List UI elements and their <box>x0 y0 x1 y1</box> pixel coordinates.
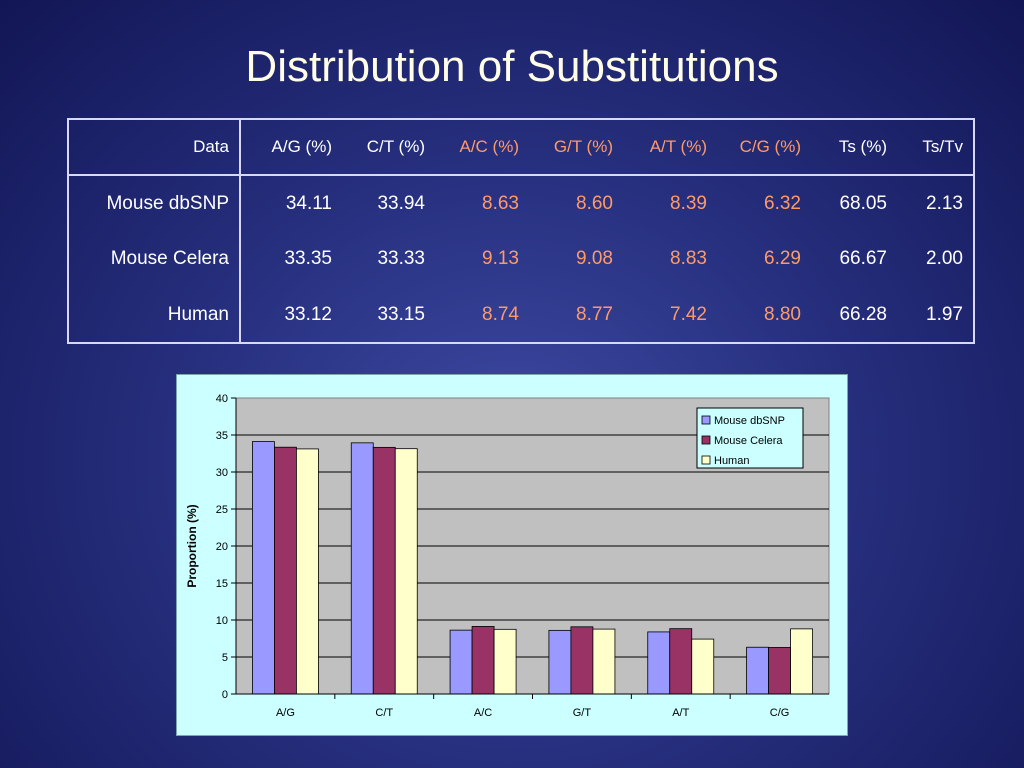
bar-mouse-dbsnp <box>548 629 572 695</box>
bar-mouse-celera <box>372 446 396 695</box>
legend-label: Human <box>714 455 749 467</box>
bar-mouse-celera <box>570 626 594 695</box>
table-cell: 7.42 <box>670 303 707 325</box>
row-label: Human <box>68 287 241 343</box>
bar-human <box>394 448 418 695</box>
x-tick-label: A/C <box>474 707 492 719</box>
y-tick-label: 25 <box>216 504 228 516</box>
table-cell: 66.67 <box>839 248 887 269</box>
legend-swatch <box>701 455 711 465</box>
bar-mouse-dbsnp <box>449 629 473 695</box>
bar-human <box>790 628 813 695</box>
legend-swatch <box>701 415 711 425</box>
bar-mouse-celera <box>768 647 791 695</box>
bar-mouse-dbsnp <box>647 631 671 695</box>
bar-human <box>296 448 319 695</box>
table-row: Mouse Celera 33.35 33.33 9.13 9.08 8.83 … <box>68 231 974 287</box>
header-gt: G/T (%) <box>529 119 623 176</box>
table-cell: 8.60 <box>576 192 613 214</box>
bar-human <box>493 628 517 695</box>
table-cell: 33.35 <box>284 248 332 269</box>
x-tick-label: A/T <box>672 707 689 719</box>
header-ct: C/T (%) <box>342 119 435 176</box>
table-cell: 33.12 <box>284 303 332 325</box>
legend-swatch <box>701 435 711 445</box>
row-label: Mouse Celera <box>68 231 241 287</box>
x-tick-label: A/G <box>276 707 295 719</box>
bars <box>252 441 813 695</box>
legend-label: Mouse dbSNP <box>714 415 785 427</box>
substitution-table: Data A/G (%) C/T (%) A/C (%) G/T (%) A/T… <box>67 118 975 344</box>
y-tick-label: 0 <box>222 689 228 701</box>
table-cell: 33.33 <box>377 248 425 269</box>
table-cell: 33.15 <box>377 303 425 325</box>
header-data: Data <box>68 119 241 176</box>
x-tick-label: G/T <box>573 707 592 719</box>
table-cell: 8.83 <box>670 248 707 269</box>
row-label: Mouse dbSNP <box>68 175 241 231</box>
table-cell: 8.63 <box>482 192 519 214</box>
header-ac: A/C (%) <box>435 119 529 176</box>
table-cell: 34.11 <box>285 192 332 214</box>
bar-mouse-celera <box>274 446 297 695</box>
chart-legend: Mouse dbSNP Mouse Celera Human <box>696 407 804 469</box>
y-tick-label: 35 <box>216 430 228 442</box>
table-row: Mouse dbSNP 34.11 33.94 8.63 8.60 8.39 6… <box>68 175 974 231</box>
bar-human <box>592 628 616 695</box>
table-row: Human 33.12 33.15 8.74 8.77 7.42 8.80 66… <box>68 287 974 343</box>
bar-mouse-dbsnp <box>746 646 769 695</box>
table-cell: 8.80 <box>764 303 801 325</box>
header-at: A/T (%) <box>623 119 717 176</box>
y-tick-label: 10 <box>216 615 228 627</box>
bar-mouse-dbsnp <box>252 441 275 695</box>
table-cell: 2.00 <box>926 248 963 269</box>
header-ag: A/G (%) <box>240 119 342 176</box>
y-tick-label: 30 <box>216 467 228 479</box>
bar-human <box>691 638 715 695</box>
table-cell: 9.08 <box>576 248 613 269</box>
bar-chart-panel: 0 5 10 15 20 25 30 35 40 A/G C/T A/C G/T A/T C/G Propo… <box>176 374 848 736</box>
legend-label: Mouse Celera <box>714 435 783 447</box>
table-header-row: Data A/G (%) C/T (%) A/C (%) G/T (%) A/T… <box>68 119 974 176</box>
x-tick-label: C/T <box>375 707 393 719</box>
table-cell: 68.05 <box>839 192 887 214</box>
header-ts: Ts (%) <box>811 119 897 176</box>
axes: 0 5 10 15 20 25 30 35 40 A/G C/T A/C G/T A/T C/G <box>216 393 829 719</box>
table-cell: 8.74 <box>482 303 519 325</box>
y-tick-label: 20 <box>216 541 228 553</box>
y-tick-label: 40 <box>216 393 228 405</box>
bar-mouse-celera <box>471 626 495 695</box>
table-cell: 6.29 <box>764 248 801 269</box>
slide-title: Distribution of Substitutions <box>245 42 779 91</box>
table-cell: 2.13 <box>926 192 963 214</box>
table-cell: 8.39 <box>670 192 707 214</box>
bar-mouse-dbsnp <box>350 442 374 695</box>
table-cell: 33.94 <box>377 192 425 214</box>
header-cg: C/G (%) <box>717 119 811 176</box>
table-cell: 66.28 <box>839 303 887 325</box>
table-cell: 1.97 <box>926 303 963 325</box>
y-axis-label: Proportion (%) <box>185 504 199 587</box>
x-tick-label: C/G <box>770 707 790 719</box>
table-cell: 6.32 <box>764 192 801 214</box>
legend-box <box>696 407 804 469</box>
header-tstv: Ts/Tv <box>897 119 974 176</box>
bar-mouse-celera <box>669 628 693 695</box>
table-cell: 9.13 <box>482 248 519 269</box>
table-cell: 8.77 <box>576 303 613 325</box>
bar-chart: 0 5 10 15 20 25 30 35 40 A/G C/T A/C G/T A/T C/G Propo… <box>185 393 830 719</box>
y-tick-label: 15 <box>216 578 228 590</box>
y-tick-label: 5 <box>222 652 228 664</box>
